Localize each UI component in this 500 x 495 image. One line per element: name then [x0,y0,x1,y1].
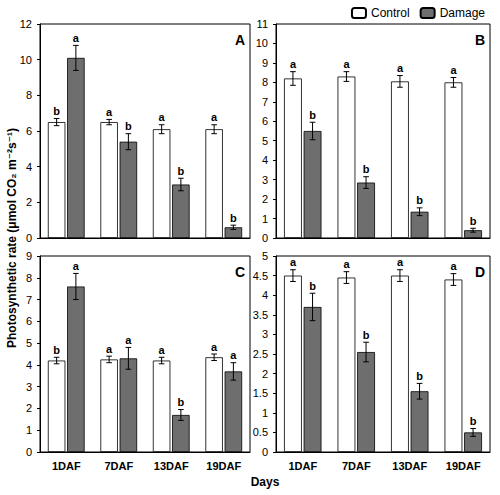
svg-text:a: a [211,341,218,353]
svg-text:7DAF: 7DAF [342,460,371,472]
svg-text:a: a [125,334,132,346]
svg-text:4.5: 4.5 [253,270,268,282]
svg-text:b: b [470,215,477,227]
svg-text:3: 3 [262,174,268,186]
svg-text:10: 10 [20,54,32,66]
svg-text:2: 2 [26,196,32,208]
svg-text:5: 5 [262,250,268,262]
svg-text:a: a [397,256,404,268]
svg-text:5: 5 [26,337,32,349]
svg-text:0: 0 [26,446,32,458]
svg-text:13DAF: 13DAF [154,460,189,472]
svg-text:1: 1 [26,424,32,436]
svg-text:6: 6 [262,115,268,127]
svg-text:b: b [309,109,316,121]
svg-text:9: 9 [262,57,268,69]
svg-text:a: a [343,258,350,270]
svg-text:a: a [106,343,113,355]
svg-text:8: 8 [26,272,32,284]
svg-text:a: a [159,344,166,356]
svg-text:7: 7 [262,96,268,108]
svg-text:a: a [230,349,237,361]
svg-text:a: a [343,58,350,70]
svg-text:a: a [211,111,218,123]
svg-text:b: b [416,194,423,206]
svg-text:b: b [363,329,370,341]
svg-text:b: b [363,163,370,175]
svg-text:b: b [309,280,316,292]
svg-text:5: 5 [262,135,268,147]
svg-text:Damage: Damage [440,6,486,20]
svg-text:2: 2 [26,402,32,414]
svg-text:0.5: 0.5 [253,426,268,438]
svg-text:1: 1 [262,407,268,419]
svg-text:A: A [235,32,245,48]
svg-text:a: a [73,32,80,44]
svg-text:a: a [290,256,297,268]
svg-text:19DAF: 19DAF [206,460,241,472]
svg-text:4: 4 [262,289,268,301]
svg-text:D: D [475,264,485,280]
svg-text:0: 0 [262,232,268,244]
svg-text:19DAF: 19DAF [446,460,481,472]
svg-text:1DAF: 1DAF [288,460,317,472]
svg-text:2: 2 [262,193,268,205]
svg-text:Photosynthetic rate (μmol CO₂: Photosynthetic rate (μmol CO₂ m⁻²s⁻¹) [5,128,19,348]
svg-text:4: 4 [26,359,32,371]
svg-text:a: a [450,260,457,272]
svg-text:6: 6 [26,315,32,327]
svg-text:2: 2 [262,368,268,380]
svg-text:b: b [53,344,60,356]
svg-text:6: 6 [26,125,32,137]
svg-text:0: 0 [262,446,268,458]
svg-text:C: C [235,264,245,280]
svg-text:3: 3 [262,328,268,340]
svg-text:0: 0 [26,232,32,244]
svg-text:b: b [178,396,185,408]
svg-text:a: a [290,58,297,70]
svg-text:2.5: 2.5 [253,348,268,360]
svg-text:b: b [470,415,477,427]
svg-text:b: b [125,120,132,132]
svg-text:b: b [230,212,237,224]
svg-text:1.5: 1.5 [253,387,268,399]
svg-text:8: 8 [26,89,32,101]
svg-text:a: a [159,111,166,123]
svg-text:4: 4 [262,154,268,166]
svg-text:9: 9 [26,250,32,262]
svg-text:Days: Days [251,475,280,489]
svg-text:1: 1 [262,213,268,225]
svg-text:13DAF: 13DAF [392,460,427,472]
svg-text:7DAF: 7DAF [104,460,133,472]
svg-text:B: B [475,32,485,48]
svg-text:Control: Control [371,6,410,20]
svg-text:b: b [416,370,423,382]
svg-text:7: 7 [26,294,32,306]
svg-text:b: b [53,105,60,117]
svg-text:8: 8 [262,76,268,88]
svg-text:a: a [106,106,113,118]
svg-text:12: 12 [20,18,32,30]
svg-text:11: 11 [257,18,268,30]
svg-text:4: 4 [26,161,32,173]
svg-text:a: a [73,260,80,272]
svg-text:10: 10 [256,37,268,49]
svg-text:3: 3 [26,381,32,393]
svg-text:a: a [450,64,457,76]
svg-text:3.5: 3.5 [253,309,268,321]
svg-text:b: b [178,165,185,177]
svg-text:1DAF: 1DAF [52,460,81,472]
svg-text:a: a [397,62,404,74]
